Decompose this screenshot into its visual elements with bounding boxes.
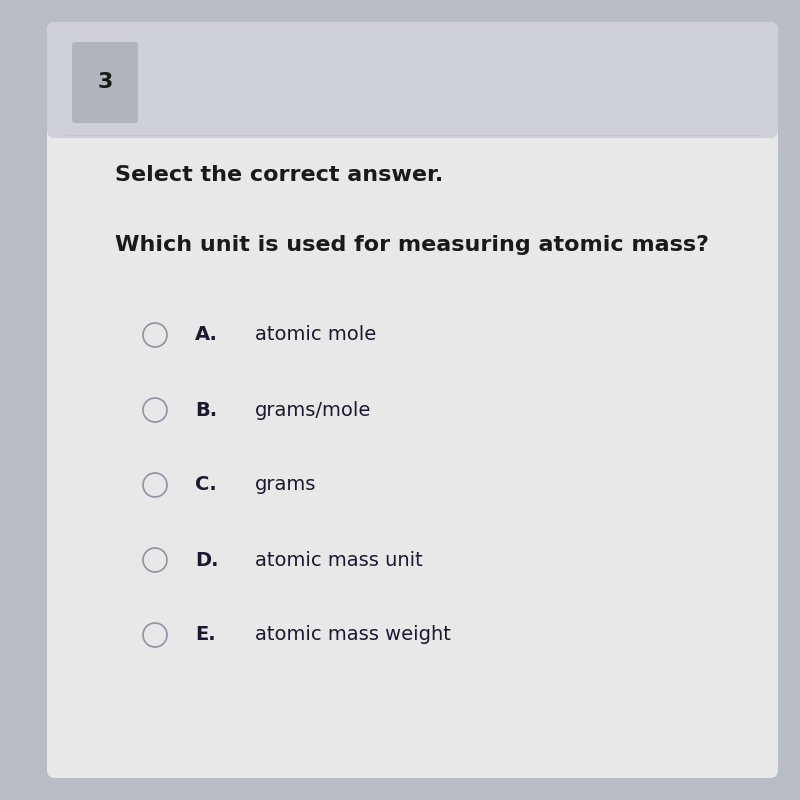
FancyBboxPatch shape bbox=[47, 22, 778, 778]
Text: grams/mole: grams/mole bbox=[255, 401, 371, 419]
Text: atomic mass unit: atomic mass unit bbox=[255, 550, 422, 570]
Text: D.: D. bbox=[195, 550, 218, 570]
Bar bbox=[55, 80, 770, 135]
Text: B.: B. bbox=[195, 401, 217, 419]
Text: E.: E. bbox=[195, 626, 216, 645]
Text: A.: A. bbox=[195, 326, 218, 345]
Text: C.: C. bbox=[195, 475, 217, 494]
Text: Which unit is used for measuring atomic mass?: Which unit is used for measuring atomic … bbox=[115, 235, 709, 255]
Text: 3: 3 bbox=[98, 73, 113, 93]
Text: grams: grams bbox=[255, 475, 316, 494]
FancyBboxPatch shape bbox=[47, 22, 778, 138]
Text: atomic mole: atomic mole bbox=[255, 326, 376, 345]
Text: atomic mass weight: atomic mass weight bbox=[255, 626, 451, 645]
FancyBboxPatch shape bbox=[72, 42, 138, 123]
Text: Select the correct answer.: Select the correct answer. bbox=[115, 165, 443, 185]
